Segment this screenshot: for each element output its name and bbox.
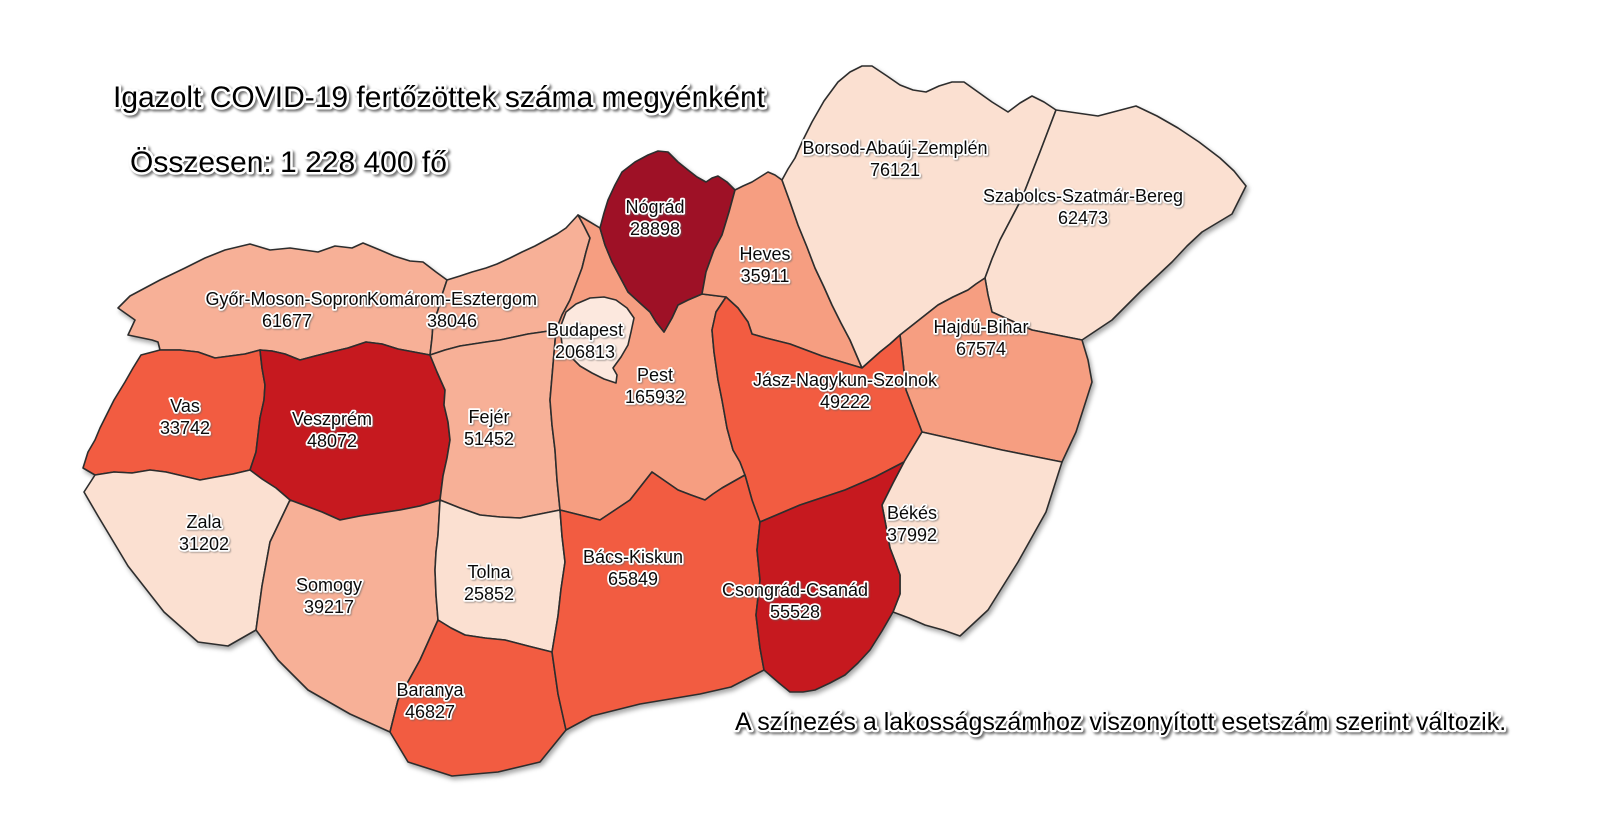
county-label-bacs-kiskun: Bács-Kiskun — [583, 547, 683, 567]
county-label-zala: Zala — [186, 512, 222, 532]
county-value-zala: 31202 — [179, 534, 229, 554]
county-value-szabolcs-szatmar-bereg: 62473 — [1058, 208, 1108, 228]
county-shape-baranya — [389, 619, 567, 777]
county-value-somogy: 39217 — [304, 597, 354, 617]
county-shape-csongrad-csanad — [755, 461, 905, 693]
county-value-jasz-nagykun-szolnok: 49222 — [820, 392, 870, 412]
county-label-csongrad-csanad: Csongrád-Csanád — [722, 580, 868, 600]
county-label-szabolcs-szatmar-bereg: Szabolcs-Szatmár-Bereg — [983, 186, 1183, 206]
county-labels: Győr-Moson-Sopron 61677 Komárom-Esztergo… — [158, 136, 1185, 724]
county-label-pest: Pest — [637, 365, 673, 385]
county-label-borsod-abauj-zemplen: Borsod-Abaúj-Zemplén — [802, 138, 987, 158]
county-value-vas: 33742 — [160, 418, 210, 438]
county-label-tolna: Tolna — [467, 562, 511, 582]
county-value-budapest: 206813 — [555, 342, 615, 362]
county-label-veszprem: Veszprém — [292, 409, 372, 429]
county-value-fejer: 51452 — [464, 429, 514, 449]
county-value-nograd: 28898 — [630, 219, 680, 239]
county-label-nograd: Nógrád — [625, 197, 684, 217]
county-value-csongrad-csanad: 55528 — [770, 602, 820, 622]
county-label-gyor-moson-sopron: Győr-Moson-Sopron — [205, 289, 368, 309]
county-label-heves: Heves — [739, 244, 790, 264]
county-value-komarom-esztergom: 38046 — [427, 311, 477, 331]
county-value-veszprem: 48072 — [307, 431, 357, 451]
county-label-komarom-esztergom: Komárom-Esztergom — [367, 289, 537, 309]
county-value-tolna: 25852 — [464, 584, 514, 604]
color-scale-note: A színezés a lakosságszámhoz viszonyítot… — [735, 708, 1506, 736]
county-value-borsod-abauj-zemplen: 76121 — [870, 160, 920, 180]
county-label-jasz-nagykun-szolnok: Jász-Nagykun-Szolnok — [753, 370, 938, 390]
county-value-pest: 165932 — [625, 387, 685, 407]
county-label-bekes: Békés — [887, 503, 937, 523]
county-label-budapest: Budapest — [547, 320, 623, 340]
county-label-somogy: Somogy — [296, 575, 362, 595]
county-shape-szabolcs-szatmar-bereg — [984, 105, 1247, 341]
county-label-fejer: Fejér — [468, 407, 509, 427]
county-label-hajdu-bihar: Hajdú-Bihar — [933, 317, 1028, 337]
county-value-gyor-moson-sopron: 61677 — [262, 311, 312, 331]
county-value-bekes: 37992 — [887, 525, 937, 545]
county-value-heves: 35911 — [741, 266, 790, 286]
county-label-baranya: Baranya — [396, 680, 464, 700]
county-label-vas: Vas — [170, 396, 200, 416]
county-value-baranya: 46827 — [405, 702, 455, 722]
total-count: Összesen: 1 228 400 fő — [130, 146, 447, 179]
county-value-hajdu-bihar: 67574 — [956, 339, 1006, 359]
county-value-bacs-kiskun: 65849 — [608, 569, 658, 589]
page-title: Igazolt COVID-19 fertőzöttek száma megyé… — [113, 81, 766, 114]
county-shape-budapest — [559, 296, 635, 384]
county-shapes — [82, 65, 1247, 777]
